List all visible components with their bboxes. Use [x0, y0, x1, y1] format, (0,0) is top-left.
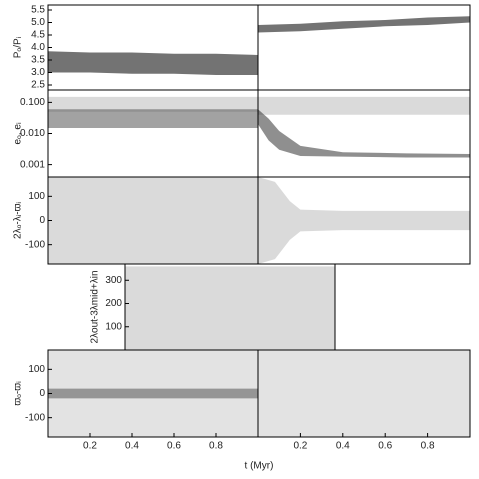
data-band: [48, 177, 258, 264]
data-band: [258, 350, 470, 437]
y-tick-label: 3.0: [31, 67, 45, 78]
y-axis-label: Pₒ/Pᵢ: [13, 36, 24, 58]
y-tick-label: 5.0: [31, 17, 45, 28]
data-band: [258, 177, 470, 264]
y-tick-label: 0.100: [20, 97, 45, 108]
y-axis-label: 2λout-3λmid+λin: [90, 270, 101, 343]
y-tick-label: 100: [28, 191, 45, 202]
data-band: [48, 96, 258, 112]
y-tick-label: 2.5: [31, 80, 45, 91]
y-tick-label: 100: [105, 321, 122, 332]
x-tick-label: 0.2: [293, 441, 307, 452]
data-band: [125, 266, 335, 350]
x-tick-label: 0.2: [83, 441, 97, 452]
x-tick-label: 0.8: [209, 441, 223, 452]
x-tick-label: 0.4: [336, 441, 350, 452]
panel-frame: [257, 176, 471, 265]
y-tick-label: 300: [105, 275, 122, 286]
panel-background: [48, 5, 258, 90]
panel-frame: [257, 349, 471, 438]
x-tick-label: 0.4: [125, 441, 139, 452]
data-band: [258, 96, 470, 115]
y-tick-label: 0.010: [20, 128, 45, 139]
y-tick-label: 200: [105, 298, 122, 309]
y-tick-label: 100: [28, 364, 45, 375]
data-band: [258, 16, 470, 33]
y-axis-label: ϖₒ-ϖᵢ: [13, 381, 24, 406]
y-tick-label: -100: [25, 239, 45, 250]
y-tick-label: 0: [39, 388, 45, 399]
y-axis-label: eₒ, eᵢ: [13, 122, 24, 144]
y-tick-label: 5.5: [31, 5, 45, 16]
y-tick-label: 0.001: [20, 159, 45, 170]
x-tick-label: 0.8: [421, 441, 435, 452]
x-tick-label: 0.6: [167, 441, 181, 452]
x-axis-label: t (Myr): [245, 461, 274, 472]
y-tick-label: 0: [39, 215, 45, 226]
data-band: [48, 51, 258, 75]
y-tick-label: -100: [25, 412, 45, 423]
y-axis-label: 2λₒ-λᵢ-ϖᵢ: [13, 202, 24, 239]
data-band: [48, 388, 258, 399]
y-tick-label: 4.5: [31, 30, 45, 41]
x-tick-label: 0.6: [378, 441, 392, 452]
y-tick-label: 3.5: [31, 55, 45, 66]
data-band: [48, 109, 258, 129]
y-tick-label: 4.0: [31, 42, 45, 53]
